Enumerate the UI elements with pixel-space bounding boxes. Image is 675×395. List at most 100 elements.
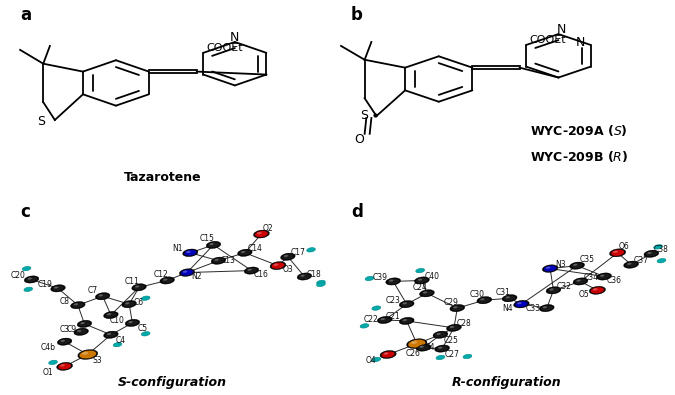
Text: C40: C40 xyxy=(425,272,439,281)
Ellipse shape xyxy=(417,344,430,351)
Text: N: N xyxy=(576,36,585,49)
Text: C32: C32 xyxy=(556,282,571,291)
Text: C20: C20 xyxy=(11,271,26,280)
Ellipse shape xyxy=(317,280,325,285)
Ellipse shape xyxy=(408,339,426,348)
Ellipse shape xyxy=(74,328,88,335)
Ellipse shape xyxy=(379,317,391,323)
Ellipse shape xyxy=(107,313,111,315)
Ellipse shape xyxy=(515,301,528,307)
Text: C31: C31 xyxy=(495,288,510,297)
Ellipse shape xyxy=(300,275,304,277)
Text: O1: O1 xyxy=(43,368,53,377)
Text: C22: C22 xyxy=(364,316,379,324)
Ellipse shape xyxy=(504,295,516,301)
Ellipse shape xyxy=(541,305,553,311)
Text: C16: C16 xyxy=(254,270,269,279)
Ellipse shape xyxy=(298,273,311,280)
Text: S: S xyxy=(38,115,46,128)
Ellipse shape xyxy=(477,297,492,304)
Ellipse shape xyxy=(436,333,441,335)
Text: C29: C29 xyxy=(443,298,458,307)
Ellipse shape xyxy=(576,280,580,282)
Ellipse shape xyxy=(270,261,286,270)
Ellipse shape xyxy=(80,322,84,324)
Ellipse shape xyxy=(402,319,407,321)
Ellipse shape xyxy=(478,297,491,303)
Ellipse shape xyxy=(57,362,73,371)
Text: C36: C36 xyxy=(607,276,622,285)
Text: S3: S3 xyxy=(93,356,103,365)
Text: S: S xyxy=(360,109,368,122)
Ellipse shape xyxy=(570,262,585,269)
Text: C6: C6 xyxy=(134,298,144,307)
Ellipse shape xyxy=(78,321,90,327)
Ellipse shape xyxy=(419,346,424,348)
Ellipse shape xyxy=(549,288,553,291)
Text: C26: C26 xyxy=(406,349,421,358)
Ellipse shape xyxy=(126,320,138,326)
Text: d: d xyxy=(351,203,363,222)
Ellipse shape xyxy=(74,303,78,305)
Text: C23: C23 xyxy=(385,296,401,305)
Ellipse shape xyxy=(77,320,92,327)
Ellipse shape xyxy=(141,331,150,336)
Text: C13: C13 xyxy=(221,256,236,265)
Ellipse shape xyxy=(571,263,583,269)
Ellipse shape xyxy=(209,243,214,245)
Ellipse shape xyxy=(52,285,64,292)
Ellipse shape xyxy=(627,263,631,265)
Ellipse shape xyxy=(450,305,465,312)
Text: C37: C37 xyxy=(634,256,649,265)
Text: C28: C28 xyxy=(457,320,471,328)
Ellipse shape xyxy=(306,248,315,252)
Ellipse shape xyxy=(418,278,422,281)
Ellipse shape xyxy=(141,296,150,301)
Ellipse shape xyxy=(26,276,38,282)
Ellipse shape xyxy=(416,344,431,351)
Ellipse shape xyxy=(589,286,605,294)
Ellipse shape xyxy=(215,259,219,261)
Ellipse shape xyxy=(436,346,448,352)
Text: C33: C33 xyxy=(526,304,541,312)
Ellipse shape xyxy=(389,280,394,282)
Ellipse shape xyxy=(238,249,252,256)
Text: WYC-209A ($\mathit{S}$): WYC-209A ($\mathit{S}$) xyxy=(530,123,628,138)
Ellipse shape xyxy=(421,290,433,296)
Ellipse shape xyxy=(104,311,118,319)
Text: C10: C10 xyxy=(110,316,125,325)
Ellipse shape xyxy=(213,258,225,264)
Ellipse shape xyxy=(78,350,98,359)
Ellipse shape xyxy=(433,331,448,339)
Ellipse shape xyxy=(297,273,312,280)
Ellipse shape xyxy=(77,330,82,332)
Ellipse shape xyxy=(183,249,198,257)
Ellipse shape xyxy=(105,312,117,318)
Text: C38: C38 xyxy=(654,245,669,254)
Text: N2: N2 xyxy=(192,272,202,281)
Ellipse shape xyxy=(28,278,32,280)
Ellipse shape xyxy=(123,301,135,307)
Text: C7: C7 xyxy=(88,286,98,295)
Ellipse shape xyxy=(284,255,288,257)
Ellipse shape xyxy=(184,250,196,256)
Text: C17: C17 xyxy=(290,248,305,257)
Text: S-configuration: S-configuration xyxy=(117,376,227,389)
Text: N: N xyxy=(230,30,240,43)
Text: N1: N1 xyxy=(172,245,182,253)
Ellipse shape xyxy=(211,257,225,264)
Ellipse shape xyxy=(546,267,550,269)
Ellipse shape xyxy=(400,318,413,324)
Ellipse shape xyxy=(411,341,417,344)
Ellipse shape xyxy=(593,288,597,291)
Text: N: N xyxy=(557,23,566,36)
Ellipse shape xyxy=(317,282,325,287)
Ellipse shape xyxy=(107,333,111,335)
Ellipse shape xyxy=(446,324,462,331)
Text: C15: C15 xyxy=(199,235,214,243)
Ellipse shape xyxy=(438,347,442,349)
Ellipse shape xyxy=(24,276,39,283)
Ellipse shape xyxy=(480,298,485,301)
Text: N3: N3 xyxy=(555,260,566,269)
Ellipse shape xyxy=(573,278,588,285)
